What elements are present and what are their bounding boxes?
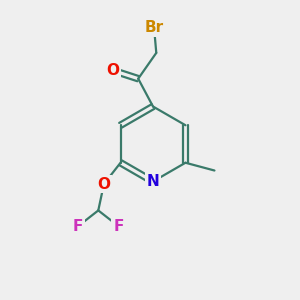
Text: Br: Br: [145, 20, 164, 35]
Text: O: O: [106, 63, 120, 78]
Text: N: N: [147, 174, 159, 189]
Text: O: O: [98, 176, 110, 191]
Text: F: F: [113, 219, 124, 234]
Text: F: F: [73, 219, 83, 234]
